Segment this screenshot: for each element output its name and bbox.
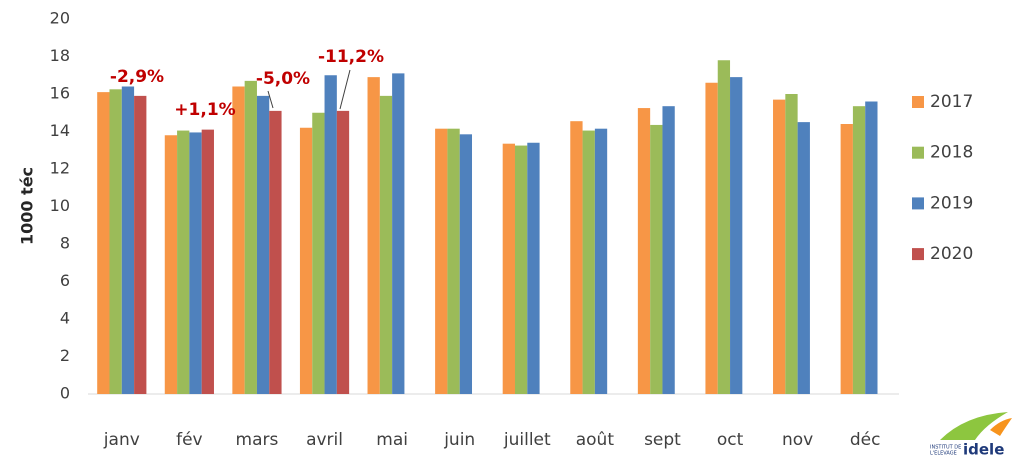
x-tick-label: déc [850,430,881,450]
legend-label: 2020 [930,244,973,264]
bar [785,94,798,394]
y-tick-label: 20 [50,9,70,28]
bar [773,99,786,394]
logo-swoosh [940,412,1008,440]
x-tick-label: fév [176,430,203,450]
bar [730,77,743,394]
bar [392,73,405,394]
legend-label: 2018 [930,143,973,163]
legend-label: 2019 [930,193,973,213]
bar [97,92,110,394]
bar [570,121,583,394]
bar [717,60,731,394]
bar [447,128,460,394]
bar [299,127,313,394]
bar [379,95,393,394]
y-tick-label: 16 [50,84,70,103]
logo-brand: idele [963,441,1004,459]
x-tick-label: avril [306,430,343,450]
y-tick-label: 14 [50,121,70,140]
logo-text: L'ELEVAGE [930,451,957,457]
bar [852,106,866,394]
logo-swoosh [990,418,1012,436]
legend-label: 2017 [930,92,973,112]
bar [514,145,528,394]
x-tick-label: mai [376,430,408,450]
y-tick-label: 0 [60,384,70,403]
bar [269,110,282,394]
bar [367,77,380,394]
x-tick-label: août [576,430,615,450]
annotation-leader [339,69,351,110]
x-tick-label: mars [236,430,279,450]
bar [201,129,214,394]
annotation: -2,9% [110,67,164,87]
annotation-leader [267,90,274,109]
bar [502,143,515,394]
legend-swatch [912,146,924,159]
legend-swatch [912,248,924,261]
x-tick-label: oct [717,430,744,450]
x-tick-label: janv [103,430,140,450]
bar [637,108,651,394]
bar [594,128,608,394]
bar [336,110,350,394]
bar [435,128,448,394]
bar [582,130,595,394]
bar [650,124,663,394]
bar [527,142,540,394]
bar [459,134,473,394]
y-tick-label: 4 [60,309,70,328]
bar [256,95,270,394]
annotation: +1,1% [174,100,235,120]
logo: INSTITUT DE L'ELEVAGE idele [930,412,1012,459]
bar [244,80,257,394]
bar [177,130,190,394]
bar [312,112,325,394]
bar [134,95,147,394]
x-tick-label: juillet [503,430,551,450]
y-axis-label: 1000 téc [18,167,37,245]
bar [797,122,810,394]
legend-swatch [912,96,924,108]
y-tick-label: 8 [60,234,70,253]
bar [840,124,853,394]
bar [324,75,337,394]
bar [121,86,135,394]
y-tick-label: 2 [60,346,70,365]
annotation: -5,0% [256,69,310,89]
y-tick-label: 18 [50,46,70,65]
bar [189,132,202,394]
legend-swatch [912,197,924,210]
bar [109,89,122,394]
x-tick-label: sept [644,430,681,450]
annotation: -11,2% [318,47,384,67]
bar [705,82,718,394]
bar [865,101,878,394]
bar [164,135,178,394]
y-tick-label: 12 [50,159,70,178]
bar [662,106,675,394]
y-tick-label: 10 [50,196,70,215]
x-tick-label: juin [443,430,475,450]
bar [232,86,245,394]
y-tick-label: 6 [60,271,70,290]
x-tick-label: nov [782,430,813,450]
logo-text: INSTITUT DE [930,445,961,451]
